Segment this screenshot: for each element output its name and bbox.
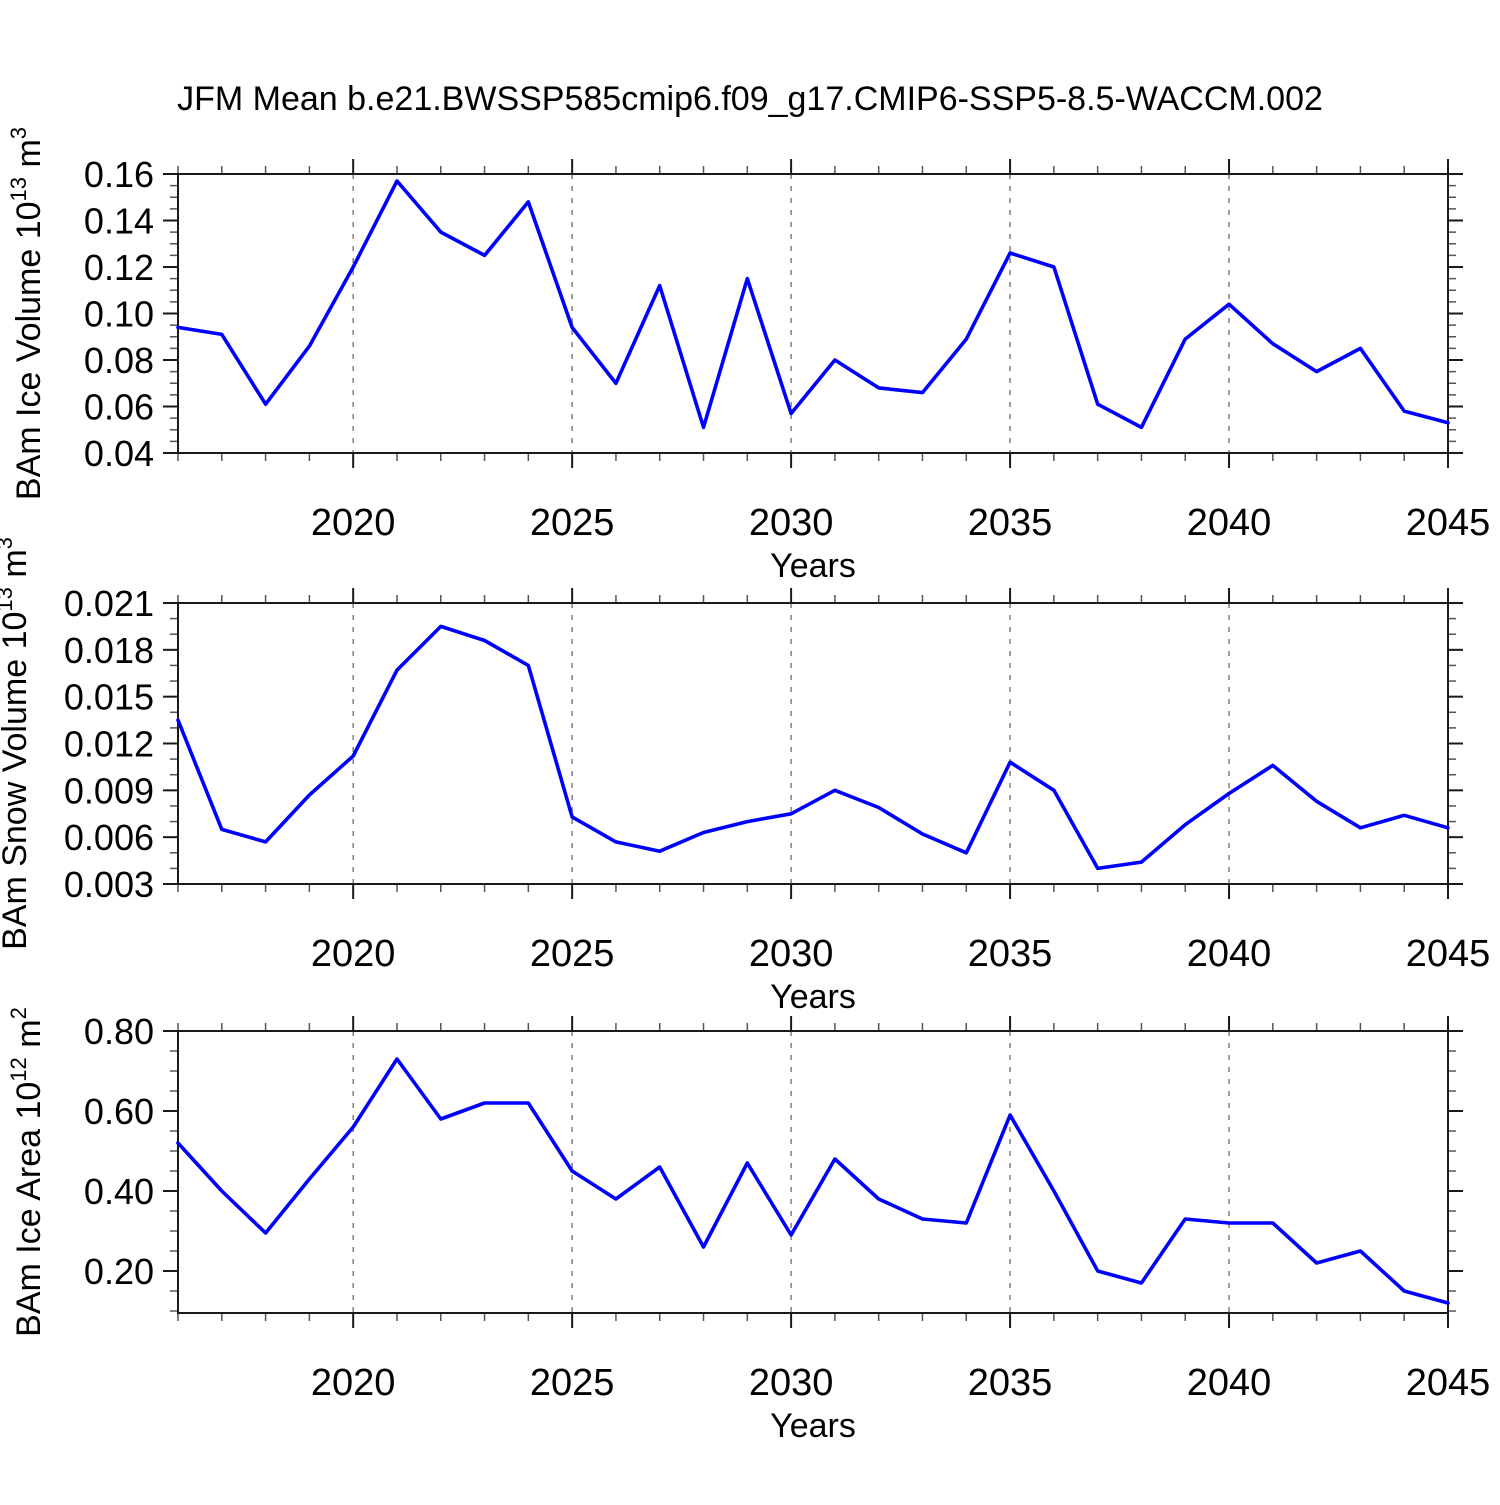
y-tick-label: 0.12 xyxy=(84,247,154,288)
plot-frame xyxy=(177,173,1449,454)
y-tick-label: 0.006 xyxy=(64,817,154,858)
x-axis-label: Years xyxy=(770,1407,856,1445)
y-tick-label: 0.08 xyxy=(84,340,154,381)
x-tick-label: 2020 xyxy=(311,1362,396,1404)
x-tick-label: 2035 xyxy=(968,933,1053,975)
plot-frame xyxy=(177,602,1449,885)
y-axis-title: BAm Ice Area 1012 m2 xyxy=(6,1007,48,1337)
x-tick-label: 2035 xyxy=(968,1362,1053,1404)
x-axis-label: Years xyxy=(770,547,856,585)
panel-bam-ice-volume: 0.04 0.06 0.08 0.10 0.12 0.14 0.16 2020 2025 2030… xyxy=(6,127,1490,585)
chart-title: JFM Mean b.e21.BWSSP585cmip6.f09_g17.CMI… xyxy=(177,80,1323,118)
y-axis-title: BAm Snow Volume 1013 m3 xyxy=(0,537,34,950)
data-line xyxy=(176,179,1450,430)
data-line xyxy=(176,1057,1450,1305)
y-tick-label: 0.018 xyxy=(64,630,154,671)
y-tick-label: 0.14 xyxy=(84,201,154,242)
y-tick-label: 0.06 xyxy=(84,387,154,428)
y-tick-label: 0.012 xyxy=(64,724,154,765)
y-tick-label: 0.80 xyxy=(84,1011,154,1052)
plot-frame xyxy=(177,1030,1449,1314)
y-tick-label: 0.10 xyxy=(84,294,154,335)
y-axis-title: BAm Ice Volume 1013 m3 xyxy=(6,127,48,500)
y-tick-label: 0.04 xyxy=(84,433,154,474)
x-tick-label: 2045 xyxy=(1406,1362,1491,1404)
x-tick-label: 2020 xyxy=(311,933,396,975)
x-tick-label: 2025 xyxy=(530,502,615,544)
y-tick-label: 0.60 xyxy=(84,1091,154,1132)
y-tick-label: 0.003 xyxy=(64,864,154,905)
x-tick-label: 2045 xyxy=(1406,502,1491,544)
x-axis-label: Years xyxy=(770,978,856,1016)
x-tick-label: 2025 xyxy=(530,933,615,975)
panel-bam-ice-area: 0.20 0.40 0.60 0.80 2020 2025 2030 2035 2040 2045… xyxy=(6,1007,1490,1445)
panels-group: 0.04 0.06 0.08 0.10 0.12 0.14 0.16 2020 2025 2030… xyxy=(0,127,1490,1445)
y-tick-label: 0.021 xyxy=(64,583,154,624)
x-tick-label: 2035 xyxy=(968,502,1053,544)
x-tick-label: 2040 xyxy=(1187,1362,1272,1404)
x-tick-label: 2030 xyxy=(749,1362,834,1404)
y-tick-label: 0.015 xyxy=(64,677,154,718)
x-tick-label: 2040 xyxy=(1187,502,1272,544)
panel-bam-snow-volume: 0.003 0.006 0.009 0.012 0.015 0.018 0.021 2020 2… xyxy=(0,537,1490,1016)
y-tick-label: 0.16 xyxy=(84,154,154,195)
y-tick-label: 0.009 xyxy=(64,770,154,811)
x-tick-label: 2020 xyxy=(311,502,396,544)
x-tick-label: 2025 xyxy=(530,1362,615,1404)
x-tick-label: 2040 xyxy=(1187,933,1272,975)
x-tick-label: 2030 xyxy=(749,502,834,544)
y-tick-label: 0.20 xyxy=(84,1251,154,1292)
y-tick-label: 0.40 xyxy=(84,1171,154,1212)
x-tick-label: 2045 xyxy=(1406,933,1491,975)
x-tick-label: 2030 xyxy=(749,933,834,975)
data-line xyxy=(176,624,1450,871)
